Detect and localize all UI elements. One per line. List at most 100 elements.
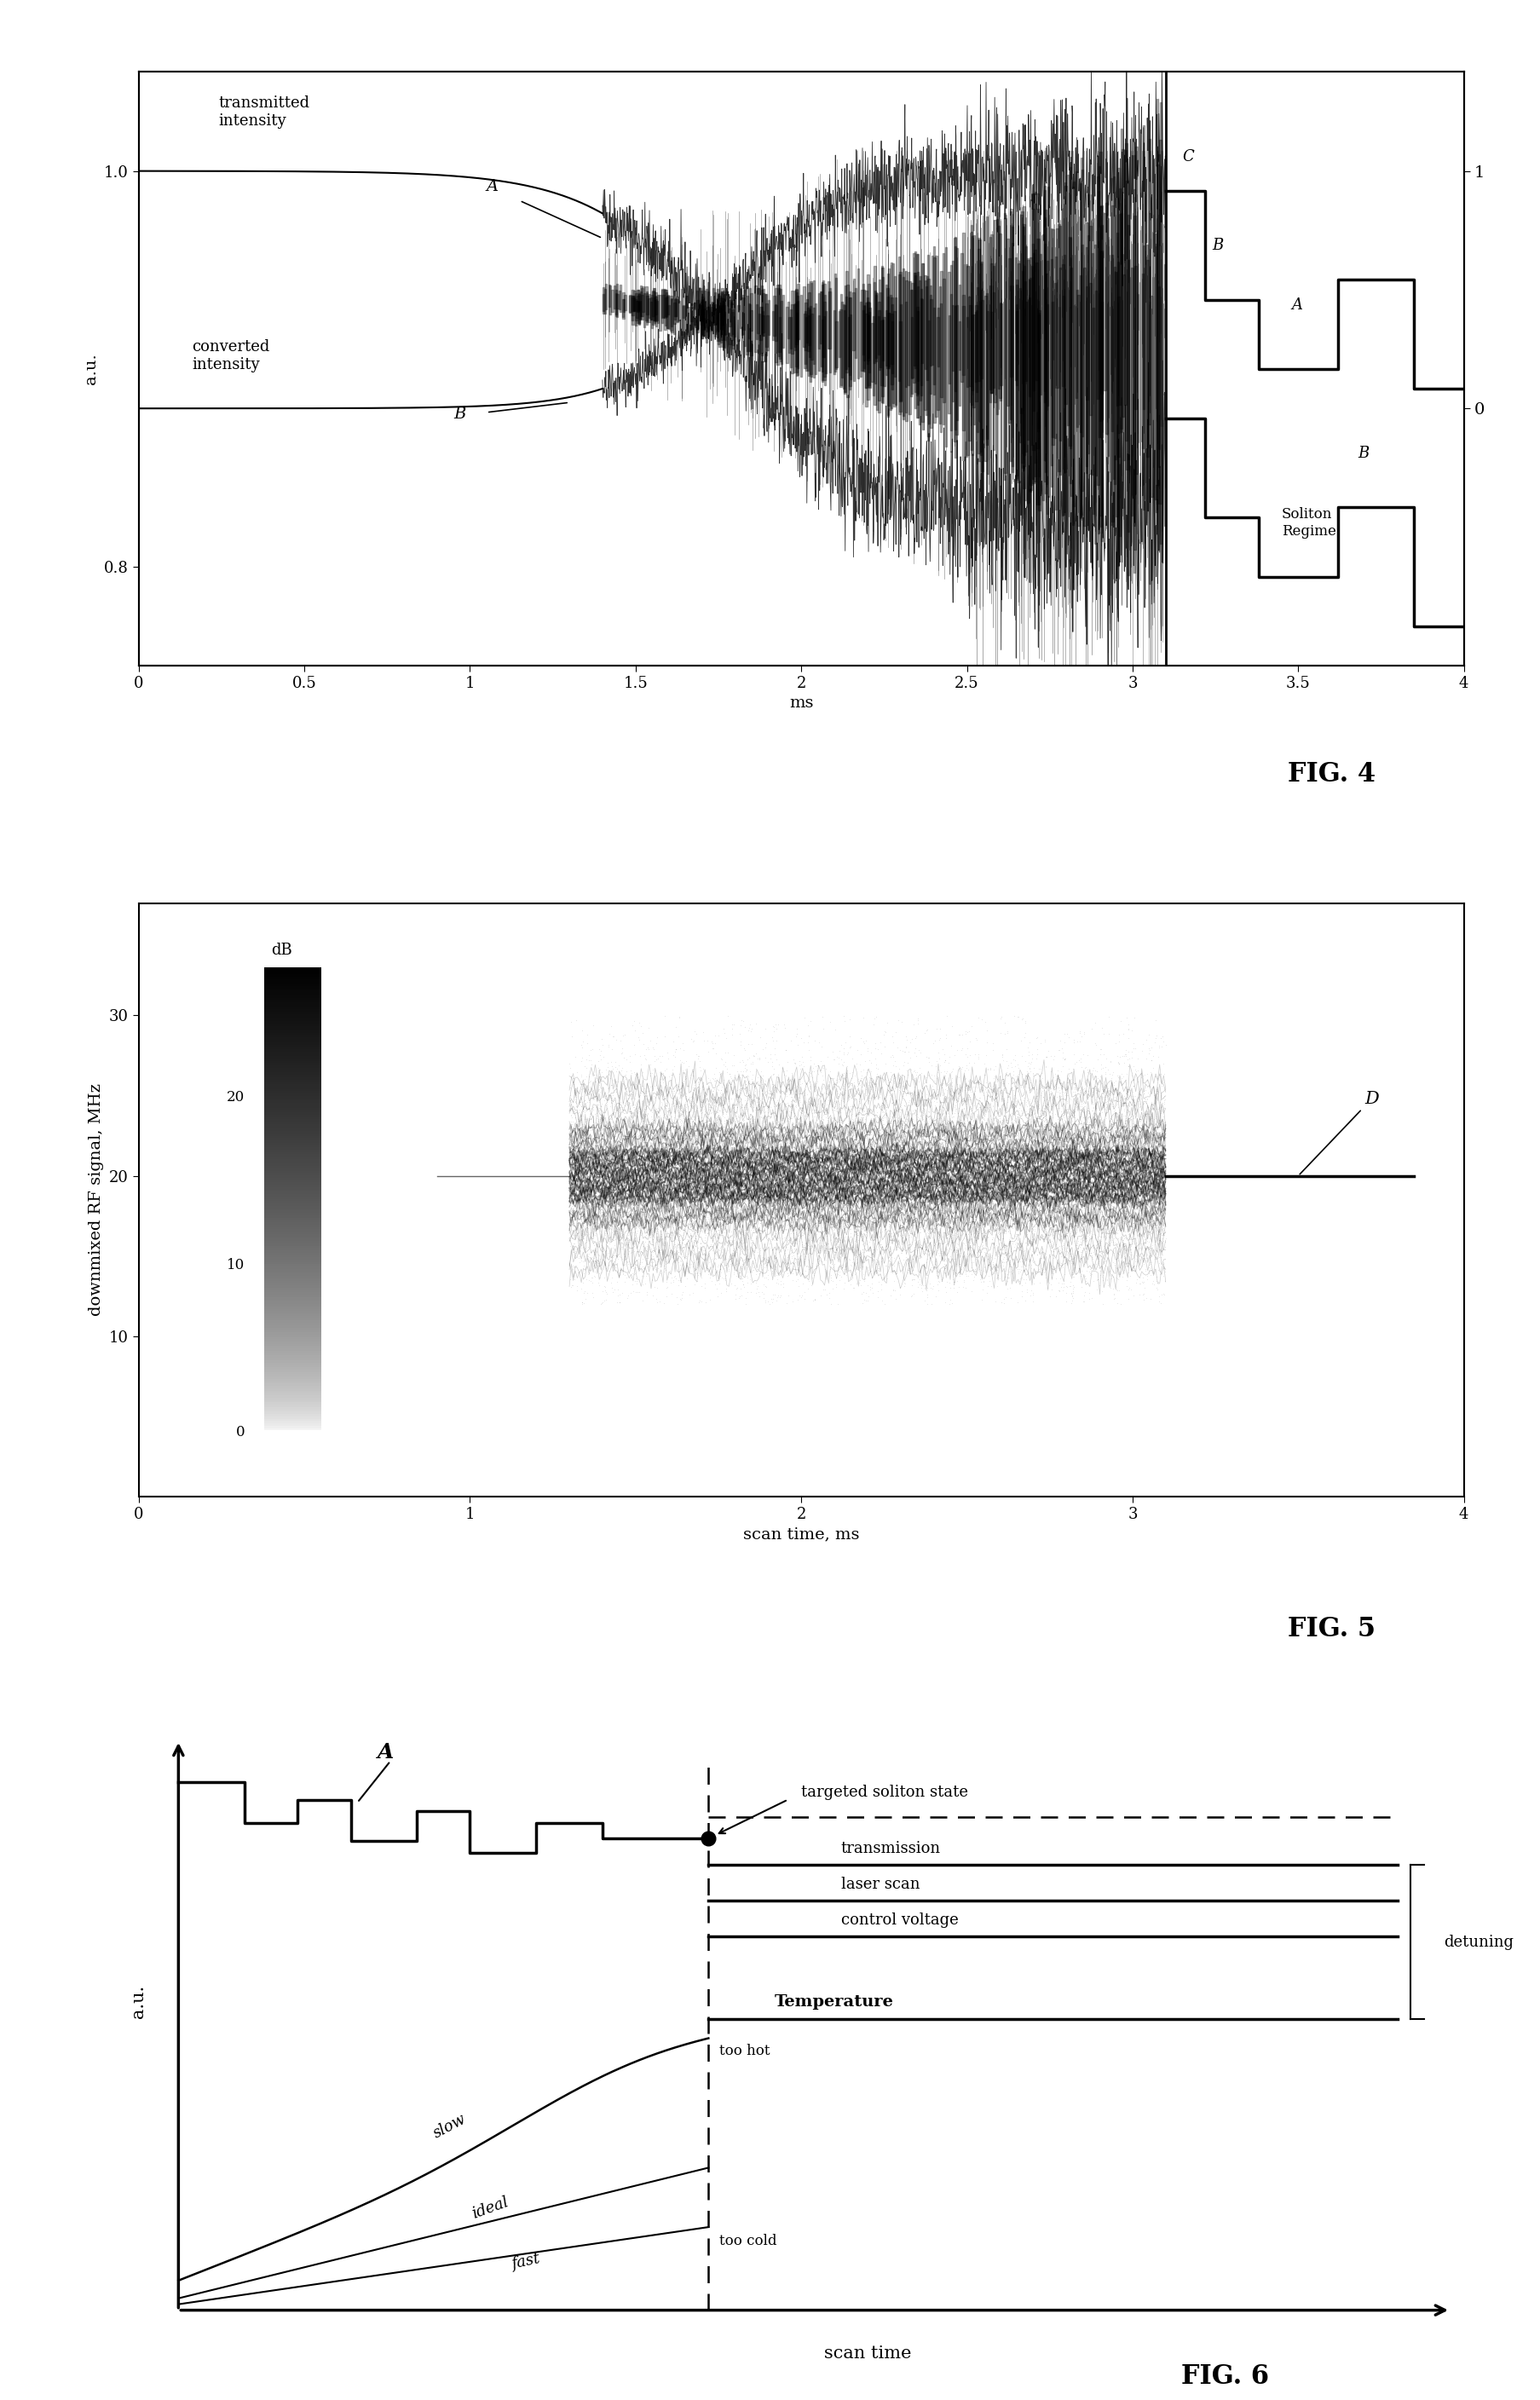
- Point: [953, 1046, 978, 1085]
- Point: [762, 1234, 787, 1272]
- Point: [671, 1174, 696, 1212]
- Point: [1036, 1174, 1061, 1212]
- Point: [1118, 1231, 1143, 1270]
- Point: [588, 1202, 613, 1241]
- Point: [730, 1066, 755, 1104]
- Point: [861, 1109, 885, 1147]
- Point: [904, 1111, 929, 1150]
- Point: [966, 1162, 990, 1200]
- Point: [752, 1094, 776, 1133]
- Point: [1080, 1111, 1104, 1150]
- Point: [725, 1212, 750, 1250]
- Point: [1146, 1224, 1170, 1262]
- Point: [764, 1150, 788, 1188]
- Point: [999, 1229, 1024, 1267]
- Point: [1050, 1198, 1075, 1236]
- Point: [755, 1200, 779, 1238]
- Point: [787, 1145, 812, 1183]
- Point: [981, 1145, 1006, 1183]
- Point: [568, 1126, 593, 1164]
- Point: [1150, 1200, 1175, 1238]
- Point: [932, 1075, 956, 1114]
- Point: [849, 1274, 873, 1313]
- Point: [1006, 1114, 1030, 1152]
- Point: [939, 1198, 964, 1236]
- Point: [836, 1126, 861, 1164]
- Point: [716, 1099, 741, 1138]
- Point: [796, 1080, 821, 1118]
- Point: [887, 1277, 912, 1315]
- Point: [899, 1128, 924, 1166]
- Point: [1030, 1169, 1055, 1207]
- Point: [1058, 1274, 1083, 1313]
- Point: [728, 1248, 753, 1286]
- Point: [598, 1176, 622, 1214]
- Point: [598, 1130, 622, 1169]
- Point: [693, 1171, 718, 1210]
- Point: [1049, 1157, 1073, 1195]
- Point: [1143, 1109, 1167, 1147]
- Point: [1080, 1070, 1104, 1109]
- Point: [890, 1200, 915, 1238]
- Point: [1100, 1190, 1124, 1229]
- Point: [1121, 1224, 1146, 1262]
- Point: [853, 1183, 878, 1222]
- Point: [675, 1085, 699, 1123]
- Point: [1101, 1142, 1126, 1181]
- Point: [719, 1006, 744, 1044]
- Point: [1073, 1219, 1098, 1258]
- Point: [738, 1224, 762, 1262]
- Point: [679, 1078, 704, 1116]
- Point: [779, 1080, 804, 1118]
- Point: [1149, 1210, 1173, 1248]
- Point: [1130, 1025, 1155, 1063]
- Point: [1010, 998, 1035, 1037]
- Point: [756, 1157, 781, 1195]
- Point: [955, 1135, 979, 1174]
- Point: [685, 1253, 710, 1291]
- Point: [590, 1272, 614, 1310]
- Point: [561, 1186, 585, 1224]
- Point: [990, 1157, 1015, 1195]
- Point: [588, 1178, 613, 1217]
- Point: [862, 1162, 887, 1200]
- Point: [853, 1253, 878, 1291]
- Point: [1103, 1183, 1127, 1222]
- Point: [747, 1174, 772, 1212]
- Point: [647, 1152, 671, 1190]
- Point: [696, 1106, 721, 1145]
- Point: [1093, 1087, 1118, 1126]
- Point: [981, 1243, 1006, 1282]
- Point: [813, 1183, 838, 1222]
- Point: [1075, 1142, 1100, 1181]
- Point: [670, 1025, 695, 1063]
- Point: [1106, 1198, 1130, 1236]
- Point: [956, 1159, 981, 1198]
- Point: [1132, 1116, 1157, 1154]
- Point: [1098, 1222, 1123, 1260]
- Point: [907, 1214, 932, 1253]
- Point: [990, 1193, 1015, 1231]
- Point: [1127, 1162, 1152, 1200]
- Point: [990, 1063, 1015, 1102]
- Point: [624, 1188, 648, 1226]
- Point: [966, 1214, 990, 1253]
- Point: [702, 1080, 727, 1118]
- Point: [865, 1152, 890, 1190]
- Point: [1089, 1147, 1113, 1186]
- Point: [870, 1157, 895, 1195]
- Point: [574, 1152, 599, 1190]
- Point: [881, 1176, 906, 1214]
- Point: [721, 1111, 745, 1150]
- Point: [1066, 1164, 1090, 1202]
- Point: [933, 1092, 958, 1130]
- Point: [624, 1178, 648, 1217]
- Point: [658, 1099, 682, 1138]
- Point: [596, 1205, 621, 1243]
- Point: [815, 1210, 839, 1248]
- Point: [570, 1178, 594, 1217]
- Point: [787, 1152, 812, 1190]
- Point: [1124, 1128, 1149, 1166]
- Point: [621, 1087, 645, 1126]
- Point: [614, 1195, 639, 1234]
